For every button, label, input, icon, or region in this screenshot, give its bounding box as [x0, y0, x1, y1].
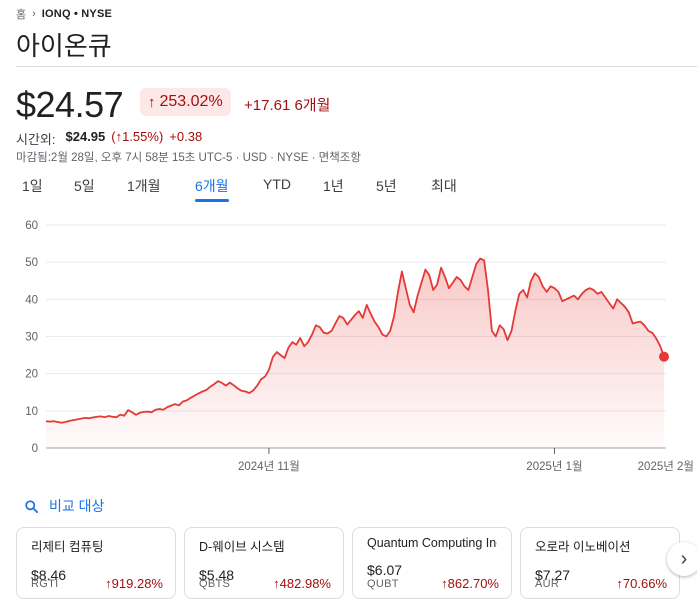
percent-change-value: 253.02%	[159, 93, 223, 110]
compare-card[interactable]: D-웨이브 시스템 $5.48 QBTS ↑482.98%	[184, 527, 344, 599]
compare-label: 비교 대상	[49, 498, 105, 514]
card-percent-value: 919.28%	[111, 576, 163, 591]
after-hours-price: $24.95	[65, 129, 106, 144]
range-tabs: 1일 5일 1개월 6개월 YTD 1년 5년 최대	[22, 176, 471, 202]
title-divider	[16, 66, 697, 67]
x-tick-label: 2025년 1월	[526, 460, 582, 473]
after-hours-change: +0.38	[169, 129, 203, 144]
arrow-up-icon: ↑	[616, 576, 623, 591]
compare-cards: 리제티 컴퓨팅 $8.46 RGTI ↑919.28% D-웨이브 시스템 $5…	[16, 527, 680, 599]
card-percent-value: 862.70%	[447, 576, 499, 591]
compare-card[interactable]: Quantum Computing Inc $6.07 QUBT ↑862.70…	[352, 527, 512, 599]
card-name: Quantum Computing Inc	[367, 536, 497, 550]
after-hours-percent: (↑1.55%)	[111, 129, 164, 144]
card-percent: ↑482.98%	[273, 576, 331, 591]
y-tick-label: 50	[25, 257, 38, 269]
y-tick-label: 40	[25, 294, 38, 306]
price-change-period: 6개월	[294, 97, 331, 114]
card-name: D-웨이브 시스템	[199, 540, 285, 554]
card-price: $7.27	[535, 567, 571, 583]
y-tick-label: 20	[25, 369, 38, 381]
card-ticker: RGTI	[31, 578, 59, 590]
search-icon	[25, 499, 39, 513]
price-line	[45, 257, 665, 424]
price-chart[interactable]: 60 50 40 30 20 10 0 2024년 11월 2025년 1월 2025년 2월	[0, 205, 697, 480]
tab-range-ytd[interactable]: YTD	[263, 176, 291, 192]
next-cards-button[interactable]: ›	[667, 542, 697, 576]
card-percent-value: 70.66%	[622, 576, 667, 591]
y-tick-label: 0	[32, 443, 38, 455]
card-percent: ↑70.66%	[616, 576, 667, 591]
y-tick-label: 30	[25, 332, 38, 344]
x-tick-label: 2024년 11월	[238, 460, 300, 473]
chevron-right-icon: ›	[680, 547, 688, 570]
card-price: $6.07	[367, 562, 403, 578]
card-ticker: QUBT	[367, 578, 399, 590]
card-ticker: AUR	[535, 578, 560, 590]
compare-card[interactable]: 오로라 이노베이션 $7.27 AUR ↑70.66%	[520, 527, 680, 599]
breadcrumb-home[interactable]: 홈	[16, 9, 27, 21]
card-price: $5.48	[199, 567, 235, 583]
price-change: +17.61 6개월	[244, 94, 330, 115]
compare-card[interactable]: 리제티 컴퓨팅 $8.46 RGTI ↑919.28%	[16, 527, 176, 599]
tab-range-5y[interactable]: 5년	[376, 178, 397, 194]
arrow-up-icon: ↑	[148, 93, 156, 111]
arrow-up-icon: ↑	[441, 576, 448, 591]
after-hours-label: 시간외:	[16, 132, 56, 147]
card-price: $8.46	[31, 567, 67, 583]
x-tick-label: 2025년 2월	[638, 460, 694, 473]
tab-range-5d[interactable]: 5일	[74, 178, 95, 194]
last-price-dot	[659, 351, 669, 362]
compare-button[interactable]: 비교 대상	[24, 496, 104, 516]
card-ticker: QBTS	[199, 578, 231, 590]
card-name: 리제티 컴퓨팅	[31, 540, 104, 554]
price-area-fill	[46, 258, 664, 448]
card-percent: ↑862.70%	[441, 576, 499, 591]
breadcrumb-symbol: IONQ • NYSE	[41, 8, 113, 20]
after-hours-row: 시간외: $24.95 (↑1.55%) +0.38	[16, 129, 202, 148]
arrow-up-icon: ↑	[273, 576, 280, 591]
market-close-info: 마감됨:2월 28일, 오후 7시 58분 15초 UTC-5 · USD · …	[16, 152, 361, 164]
y-tick-label: 10	[25, 406, 38, 418]
card-percent-value: 482.98%	[279, 576, 331, 591]
card-percent: ↑919.28%	[105, 576, 163, 591]
tab-range-1m[interactable]: 1개월	[127, 178, 161, 194]
price-change-value: +17.61	[244, 97, 291, 114]
page-title: 아이온큐	[16, 31, 112, 61]
current-price: $24.57	[16, 84, 124, 125]
tab-range-1y[interactable]: 1년	[323, 178, 344, 194]
percent-change-badge: ↑ 253.02%	[140, 88, 231, 116]
tab-range-1d[interactable]: 1일	[22, 178, 43, 194]
card-name: 오로라 이노베이션	[535, 540, 631, 554]
y-tick-label: 60	[25, 220, 38, 232]
arrow-up-icon: ↑	[105, 576, 112, 591]
tab-range-max[interactable]: 최대	[431, 178, 457, 194]
chevron-right-icon: ›	[32, 8, 36, 20]
tab-range-6m[interactable]: 6개월	[195, 176, 229, 202]
breadcrumb: 홈 › IONQ • NYSE	[16, 6, 112, 22]
